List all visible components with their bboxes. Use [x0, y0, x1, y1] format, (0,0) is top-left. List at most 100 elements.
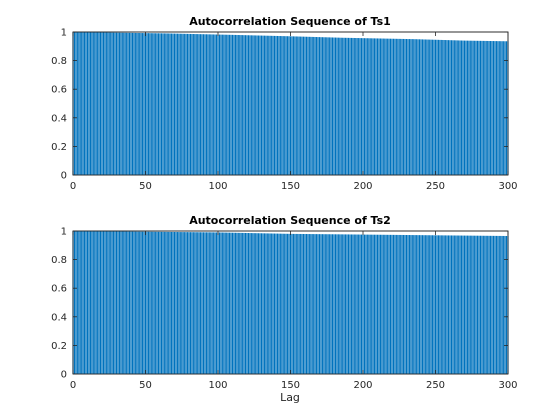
bar [468, 40, 470, 176]
bar [265, 35, 267, 176]
bar [99, 32, 102, 175]
bar [392, 234, 395, 374]
bar [491, 235, 493, 374]
bar [256, 233, 258, 374]
bar [360, 38, 363, 176]
bar [269, 35, 271, 175]
bar [217, 34, 219, 175]
bar [181, 232, 183, 374]
bar [339, 234, 341, 374]
bar [375, 38, 377, 175]
bar [234, 34, 236, 176]
bar [208, 34, 210, 175]
bar [79, 231, 81, 374]
bar [305, 36, 308, 175]
bar [195, 232, 197, 374]
bar [114, 231, 116, 374]
bar [385, 38, 387, 175]
bar [382, 234, 384, 374]
bar [449, 235, 451, 374]
bar [439, 235, 441, 374]
bar [215, 232, 218, 374]
x-tick-label: 50 [139, 181, 152, 192]
bar [372, 38, 374, 175]
bar [117, 231, 119, 374]
bar [437, 235, 439, 374]
bar [197, 232, 199, 374]
bar [210, 232, 212, 374]
bar [350, 234, 352, 374]
bar [345, 234, 347, 374]
bar [287, 36, 289, 175]
y-tick-label: 0.2 [51, 142, 67, 153]
bar [143, 33, 145, 175]
bar [253, 233, 255, 374]
bar [291, 36, 293, 175]
bar [417, 235, 419, 374]
bar [333, 234, 335, 374]
bar [372, 234, 374, 374]
bar [424, 235, 426, 374]
bar [155, 33, 157, 175]
bar [352, 234, 354, 374]
bar [440, 39, 442, 176]
bar [311, 234, 313, 374]
x-tick-label: 200 [353, 181, 372, 192]
bar [214, 34, 216, 176]
bar [487, 235, 489, 374]
bar [459, 40, 461, 176]
bar [318, 37, 321, 175]
bar [259, 35, 261, 175]
bar [198, 232, 200, 374]
y-tick-label: 0.2 [51, 341, 67, 352]
bar [78, 32, 80, 176]
chart-ts2: Autocorrelation Sequence of Ts2 0 50 100 15… [51, 214, 517, 404]
bar [118, 32, 120, 176]
bar [384, 234, 386, 374]
bar [131, 32, 134, 176]
bar [242, 35, 244, 175]
bar [494, 41, 496, 175]
bar [374, 234, 376, 374]
bar [147, 33, 149, 175]
bar [186, 33, 189, 176]
bar [137, 231, 139, 374]
bar [191, 33, 193, 175]
bar [168, 33, 170, 176]
y-tick-label: 0.6 [51, 284, 67, 295]
bar [226, 34, 228, 176]
bar [160, 231, 163, 374]
bar [202, 232, 205, 374]
bar [492, 235, 495, 374]
bar [408, 39, 410, 176]
chart-ts2-bars [72, 231, 509, 374]
bar [256, 35, 258, 175]
bar [414, 235, 416, 374]
bar [331, 234, 334, 374]
bar [424, 39, 426, 176]
bar [411, 39, 413, 176]
y-tick-label: 0.8 [51, 255, 67, 266]
bar [163, 231, 165, 374]
bar [273, 35, 276, 176]
bar [426, 235, 428, 374]
bar [226, 232, 228, 374]
bar [410, 235, 412, 374]
bar [374, 38, 376, 175]
bar [223, 34, 225, 175]
bar [104, 32, 106, 176]
bar [400, 234, 402, 374]
bar [263, 233, 265, 374]
bar [143, 231, 145, 374]
bar [268, 233, 270, 374]
bar [111, 231, 113, 374]
bar [484, 40, 486, 175]
bar [255, 35, 257, 176]
bar [347, 234, 350, 374]
bar [432, 39, 434, 176]
bar [411, 235, 413, 374]
bar [211, 34, 213, 175]
bar [430, 235, 432, 374]
bar [479, 40, 482, 176]
